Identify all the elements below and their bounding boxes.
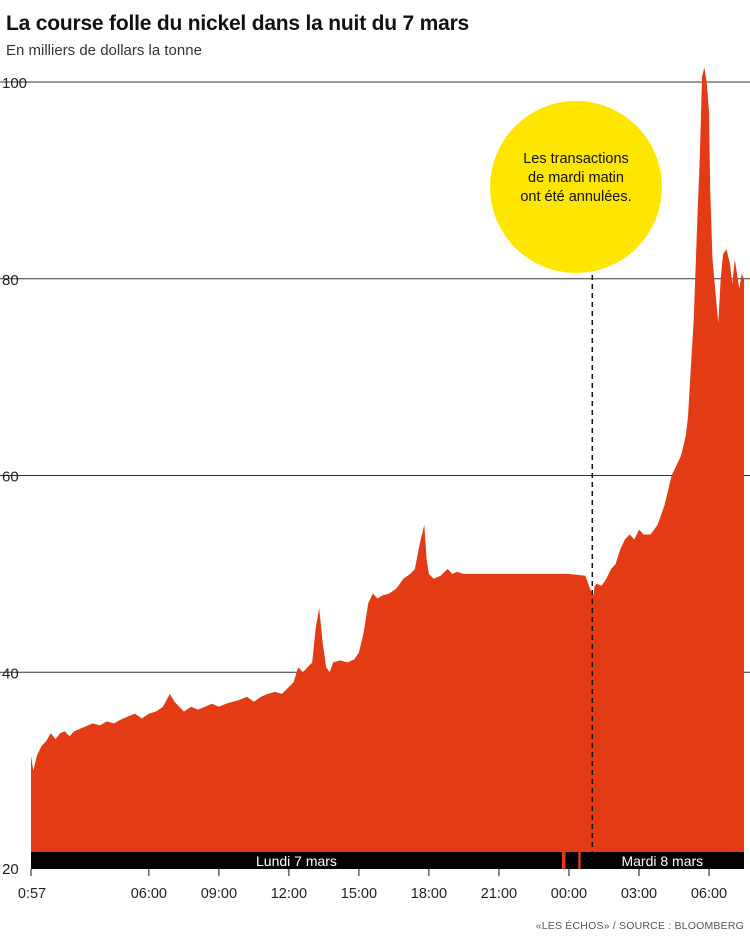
y-tick-label: 100 <box>2 75 27 92</box>
x-tick-label: 03:00 <box>621 886 657 902</box>
x-tick-label: 0:57 <box>18 886 46 902</box>
annotation-text-line: Les transactions <box>523 151 629 167</box>
y-tick-label: 40 <box>2 665 19 682</box>
y-tick-label: 20 <box>2 861 19 878</box>
x-tick-label: 09:00 <box>201 886 237 902</box>
y-tick-label: 60 <box>2 469 19 486</box>
y-axis-labels: 20 40 60 80 100 <box>2 75 27 878</box>
x-tick-label: 12:00 <box>271 886 307 902</box>
x-tick-label: 06:00 <box>131 886 167 902</box>
x-tick-label: 18:00 <box>411 886 447 902</box>
chart-title: La course folle du nickel dans la nuit d… <box>6 12 470 35</box>
annotation-text-line: ont été annulées. <box>520 189 631 205</box>
price-area <box>31 67 744 869</box>
x-tick-label: 00:00 <box>551 886 587 902</box>
day-bar-segment <box>565 852 579 869</box>
annotation-text-line: de mardi matin <box>528 170 624 186</box>
annotation-layer: Les transactions de mardi matin ont été an… <box>490 101 662 853</box>
x-tick-label: 15:00 <box>341 886 377 902</box>
source-note: «LES ÉCHOS» / SOURCE : BLOOMBERG <box>535 920 744 932</box>
x-tick-label: 21:00 <box>481 886 517 902</box>
chart-subtitle: En milliers de dollars la tonne <box>6 42 202 59</box>
day-bar: Lundi 7 mars Mardi 8 mars <box>31 852 744 869</box>
x-axis-labels: 0:57 06:00 09:00 12:00 15:00 18:00 21:00 00:00 0… <box>18 869 727 902</box>
y-tick-label: 80 <box>2 272 19 289</box>
day-bar-segment <box>580 852 744 869</box>
annotation-circle <box>490 101 662 273</box>
area-layer <box>31 67 744 869</box>
day-bar-segment <box>31 852 562 869</box>
day-label: Lundi 7 mars <box>256 853 337 869</box>
x-tick-label: 06:00 <box>691 886 727 902</box>
day-label: Mardi 8 mars <box>621 853 703 869</box>
